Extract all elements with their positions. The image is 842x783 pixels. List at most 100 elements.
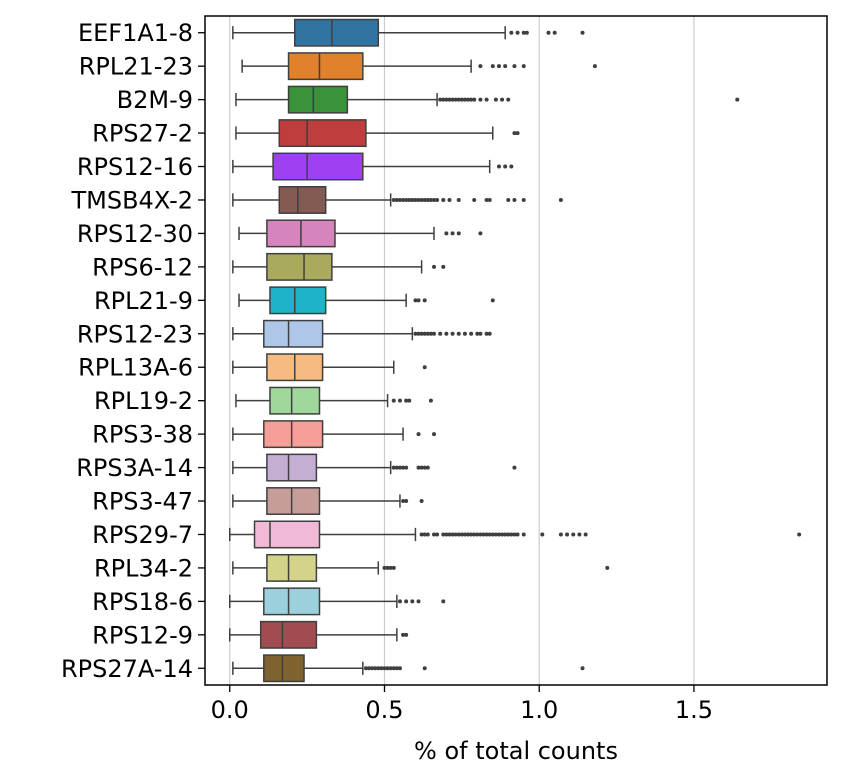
category-label: RPL13A-6 — [78, 354, 193, 382]
outlier-point — [419, 532, 424, 537]
outlier-point — [475, 532, 480, 537]
box-rps12-9 — [229, 620, 409, 649]
outlier-point — [385, 666, 390, 671]
outlier-point — [447, 532, 452, 537]
outlier-point — [435, 197, 440, 202]
box-iqr — [266, 252, 333, 281]
outlier-point — [478, 331, 483, 336]
outlier-point — [416, 331, 421, 336]
box-iqr — [272, 152, 364, 181]
outlier-point — [416, 197, 421, 202]
outlier-point — [462, 97, 467, 102]
category-label: RPS12-30 — [77, 220, 193, 248]
outlier-point — [459, 532, 464, 537]
category-label: RPS18-6 — [92, 588, 193, 616]
outlier-point — [580, 666, 585, 671]
outlier-point — [506, 97, 511, 102]
box-iqr — [266, 453, 318, 482]
outlier-point — [521, 64, 526, 69]
box-iqr — [287, 52, 364, 81]
category-label: RPS27-2 — [92, 120, 193, 148]
box-rps3-47 — [232, 487, 424, 515]
outlier-point — [475, 331, 480, 336]
outlier-point — [500, 97, 505, 102]
outlier-point — [404, 499, 409, 504]
outlier-point — [447, 197, 452, 202]
category-label: RPL21-9 — [94, 287, 193, 315]
outlier-point — [370, 666, 375, 671]
box-rps18-6 — [229, 587, 446, 616]
box-iqr — [263, 587, 321, 616]
outlier-point — [592, 64, 597, 69]
outlier-point — [496, 64, 501, 69]
outlier-point — [521, 532, 526, 537]
outlier-point — [431, 331, 436, 336]
box-rps29-7 — [229, 520, 802, 549]
outlier-point — [512, 465, 517, 470]
outlier-point — [422, 197, 427, 202]
outlier-point — [422, 365, 427, 370]
outlier-point — [441, 264, 446, 269]
outlier-point — [413, 331, 418, 336]
outlier-point — [404, 398, 409, 403]
outlier-point — [391, 465, 396, 470]
outlier-point — [391, 565, 396, 570]
box-b2m-9 — [235, 85, 740, 114]
outlier-point — [515, 532, 520, 537]
box-series — [229, 18, 802, 683]
outlier-point — [438, 331, 443, 336]
outlier-point — [450, 97, 455, 102]
outlier-point — [515, 30, 520, 35]
outlier-point — [428, 197, 433, 202]
outlier-point — [382, 666, 387, 671]
outlier-point — [447, 97, 452, 102]
outlier-point — [397, 197, 402, 202]
outlier-point — [373, 666, 378, 671]
category-label: RPS12-23 — [77, 320, 193, 348]
box-iqr — [266, 553, 318, 582]
outlier-point — [456, 197, 461, 202]
outlier-point — [558, 532, 563, 537]
x-axis-title: % of total counts — [414, 737, 618, 765]
outlier-point — [407, 398, 412, 403]
outlier-point — [472, 532, 477, 537]
outlier-point — [397, 666, 402, 671]
outlier-point — [416, 298, 421, 303]
box-rps6-12 — [232, 252, 446, 281]
outlier-point — [453, 532, 458, 537]
outlier-point — [416, 599, 421, 604]
outlier-point — [472, 197, 477, 202]
category-label: RPS27A-14 — [61, 655, 193, 683]
outlier-point — [524, 30, 529, 35]
outlier-point — [503, 64, 508, 69]
box-iqr — [278, 186, 327, 214]
outlier-point — [422, 666, 427, 671]
box-rpl21-23 — [241, 52, 597, 81]
outlier-point — [478, 231, 483, 236]
outlier-point — [394, 666, 399, 671]
category-axis: EEF1A1-8 RPL21-23 B2M-9 RPS27-2 RPS12-16 TMSB… — [61, 19, 205, 683]
box-rps12-30 — [238, 219, 483, 248]
category-label: RPS3-38 — [92, 421, 193, 449]
outlier-point — [379, 666, 384, 671]
outlier-point — [441, 532, 446, 537]
outlier-point — [435, 532, 440, 537]
outlier-point — [431, 432, 436, 437]
outlier-point — [404, 599, 409, 604]
outlier-point — [441, 599, 446, 604]
outlier-point — [419, 499, 424, 504]
box-iqr — [259, 620, 318, 649]
outlier-point — [490, 532, 495, 537]
outlier-point — [438, 97, 443, 102]
outlier-point — [391, 666, 396, 671]
outlier-point — [444, 97, 449, 102]
outlier-point — [469, 97, 474, 102]
outlier-point — [404, 632, 409, 637]
outlier-point — [484, 331, 489, 336]
outlier-point — [469, 331, 474, 336]
outlier-point — [472, 97, 477, 102]
outlier-point — [453, 97, 458, 102]
outlier-point — [521, 30, 526, 35]
box-iqr — [269, 386, 321, 415]
outlier-point — [385, 565, 390, 570]
